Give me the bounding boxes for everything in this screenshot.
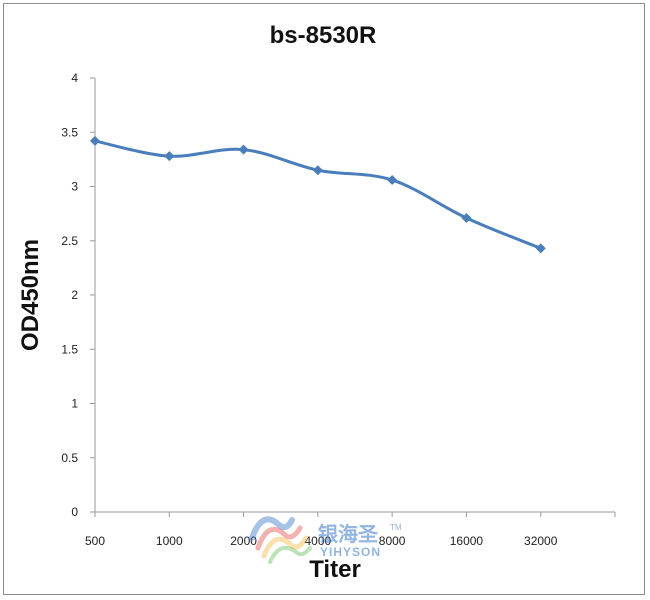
y-tick-label: 2.5 [61, 234, 78, 248]
chart-title: bs-8530R [270, 22, 377, 49]
logo-ribbon-green [268, 545, 312, 564]
x-tick-group: 500 1000 2000 4000 8000 16000 32000 [85, 512, 616, 548]
x-tick-label: 500 [85, 534, 105, 548]
watermark-chinese: 银海圣 [318, 522, 379, 546]
y-tick-label: 3 [71, 180, 78, 194]
data-point-marker [238, 144, 249, 155]
data-point-marker [164, 151, 175, 162]
watermark-trademark: TM [390, 523, 402, 532]
data-point-marker [90, 135, 100, 146]
y-tick-label: 1.5 [61, 342, 78, 356]
series-line [94, 139, 542, 250]
x-axis-title: Titer [309, 556, 361, 583]
x-tick-label: 8000 [379, 534, 406, 548]
x-tick-label: 4000 [305, 534, 332, 548]
x-tick-label: 2000 [230, 534, 257, 548]
y-tick-label: 2 [71, 288, 78, 302]
y-tick-group: 0 0.5 1 1.5 2 2.5 3 3.5 4 [61, 71, 95, 519]
logo-ribbon-red [255, 525, 303, 551]
logo-ribbon-yellow [261, 535, 309, 559]
y-tick-label: 4 [71, 71, 78, 85]
y-tick-label: 1 [71, 397, 78, 411]
series-group [90, 135, 546, 254]
y-tick-label: 3.5 [61, 125, 78, 139]
watermark-english: YIHYSON [320, 545, 381, 559]
data-point-marker [387, 174, 398, 185]
y-tick-label: 0.5 [61, 451, 78, 465]
x-tick-label: 32000 [524, 534, 558, 548]
x-tick-label: 1000 [156, 534, 183, 548]
data-point-marker [535, 243, 546, 254]
data-point-marker [312, 165, 323, 176]
y-tick-label: 0 [71, 505, 78, 519]
x-tick-label: 16000 [450, 534, 484, 548]
y-axis-title: OD450nm [17, 239, 44, 351]
axes [94, 78, 615, 513]
watermark-logo: 银海圣 TM YIHYSON [249, 516, 402, 564]
logo-ribbon-blue [249, 516, 295, 541]
data-point-marker [461, 212, 472, 223]
chart-frame [3, 3, 645, 595]
logo-mark [249, 516, 312, 564]
